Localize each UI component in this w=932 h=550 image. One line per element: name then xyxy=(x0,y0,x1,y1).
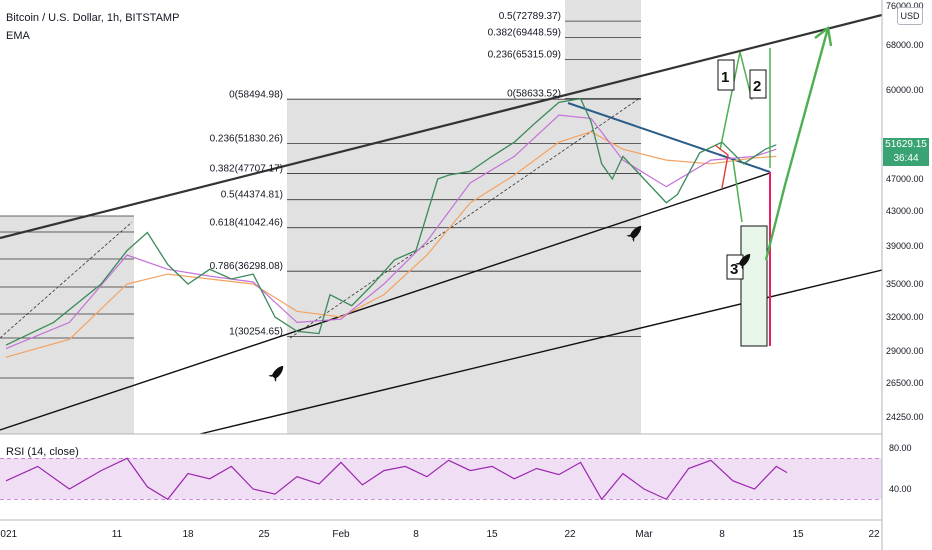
price-tick-label: 29000.00 xyxy=(886,346,924,356)
dashed-channel-line xyxy=(0,221,133,339)
price-tick-label: 26500.00 xyxy=(886,378,924,388)
annotation-box-1 xyxy=(717,59,735,91)
annotation-number: 1 xyxy=(721,69,729,86)
ema-slow-line xyxy=(5,131,777,358)
time-tick-label: 15 xyxy=(792,529,804,540)
indicator-label: EMA xyxy=(6,30,30,42)
fib-level-label: 0.382(47707.17) xyxy=(210,164,283,175)
time-tick-label: 25 xyxy=(258,529,270,540)
time-tick-label: 18 xyxy=(182,529,194,540)
fib-level-label: 1(30254.65) xyxy=(229,326,283,337)
price-series-line xyxy=(5,97,777,346)
rocket-icon xyxy=(735,253,751,271)
time-tick-label: 2021 xyxy=(0,529,18,540)
time-tick-label: 8 xyxy=(719,529,725,540)
upper-channel-line xyxy=(0,13,882,240)
rocket-fins xyxy=(735,262,744,271)
rsi-title: RSI (14, close) xyxy=(6,446,79,458)
time-tick-label: 22 xyxy=(564,529,576,540)
main-pane: 1 2 3 xyxy=(0,0,882,434)
price-tick-label: 76000.00 xyxy=(886,1,924,11)
price-tick-label: 35000.00 xyxy=(886,279,924,289)
rsi-axis: RSI (14, close) 40.00 80.00 xyxy=(6,443,912,494)
time-tick-label: Feb xyxy=(332,529,350,540)
rocket-fins xyxy=(268,374,277,383)
fib-lines xyxy=(0,20,641,379)
rsi-band xyxy=(0,458,882,500)
price-tick-label: 43000.00 xyxy=(886,206,924,216)
rocket-icon xyxy=(626,225,642,243)
currency-button[interactable]: USD xyxy=(897,7,923,25)
time-tick-label: 11 xyxy=(112,529,123,540)
fib-zone-left xyxy=(0,216,134,434)
symbol-title: Bitcoin / U.S. Dollar, 1h, BITSTAMP xyxy=(6,12,180,24)
annotation-number: 3 xyxy=(730,261,738,278)
target-zone-box xyxy=(740,225,768,347)
green-arrow-down xyxy=(732,159,743,223)
annotation-box-2 xyxy=(749,69,767,99)
green-arrow-main xyxy=(764,27,830,261)
fib-level-label: 0.382(69448.59) xyxy=(488,28,561,39)
rsi-tick-label: 40.00 xyxy=(889,484,912,494)
rocket-body xyxy=(271,365,284,379)
bar-countdown: 36:44 xyxy=(893,153,919,164)
price-tick-label: 39000.00 xyxy=(886,241,924,251)
time-axis[interactable]: 2021 11 18 25 Feb 8 15 22 Mar 8 15 22 xyxy=(0,529,880,540)
price-axis[interactable]: 24250.00 26500.00 29000.00 32000.00 35000.00… xyxy=(886,1,924,422)
time-tick-label: Mar xyxy=(635,529,653,540)
fib-level-label: 0(58633.52) xyxy=(507,88,561,99)
rsi-pane xyxy=(0,457,882,501)
rocket-body xyxy=(629,225,642,239)
dashed-channel-line xyxy=(289,97,641,339)
rocket-fins xyxy=(626,234,635,243)
price-tick-label: 60000.00 xyxy=(886,85,924,95)
time-tick-label: 8 xyxy=(413,529,419,540)
ema-fast-line xyxy=(5,114,777,350)
fib-zone-upper xyxy=(565,0,641,98)
price-line xyxy=(5,97,777,346)
red-arrow xyxy=(714,144,729,189)
green-arrow-head xyxy=(814,25,833,47)
fib-level-label: 0.786(36298.08) xyxy=(210,261,283,272)
ema-lines xyxy=(5,114,777,358)
green-arrow-up xyxy=(719,51,753,151)
fib-level-label: 0.5(72789.37) xyxy=(499,11,561,22)
projection-drawings: 1 2 3 xyxy=(268,25,833,383)
price-tick-label: 47000.00 xyxy=(886,174,924,184)
middle-trendline xyxy=(0,172,771,431)
rsi-line xyxy=(5,457,788,501)
fib-level-label: 0.5(44374.81) xyxy=(221,190,283,201)
rocket-icon xyxy=(268,365,284,383)
lower-trendline xyxy=(199,269,882,434)
time-tick-label: 22 xyxy=(868,529,880,540)
fib-level-label: 0.236(65315.09) xyxy=(488,49,561,60)
rocket-body xyxy=(738,253,751,267)
fib-labels: 0(58494.98) 0.236(51830.26) 0.382(47707.17… xyxy=(210,11,561,337)
fib-level-label: 0.236(51830.26) xyxy=(210,133,283,144)
fib-level-label: 0(58494.98) xyxy=(229,89,283,100)
price-tick-label: 68000.00 xyxy=(886,40,924,50)
last-price-badge: 51629.15 36:44 xyxy=(883,138,929,166)
price-tick-label: 24250.00 xyxy=(886,412,924,422)
time-tick-label: 15 xyxy=(486,529,498,540)
last-price: 51629.15 xyxy=(885,139,927,150)
annotation-number: 2 xyxy=(753,78,761,95)
fib-level-label: 0.618(41042.46) xyxy=(210,218,283,229)
rsi-tick-label: 80.00 xyxy=(889,443,912,453)
price-tick-label: 32000.00 xyxy=(886,312,924,322)
fib-zones xyxy=(0,0,641,434)
fib-zone-main xyxy=(287,98,641,434)
